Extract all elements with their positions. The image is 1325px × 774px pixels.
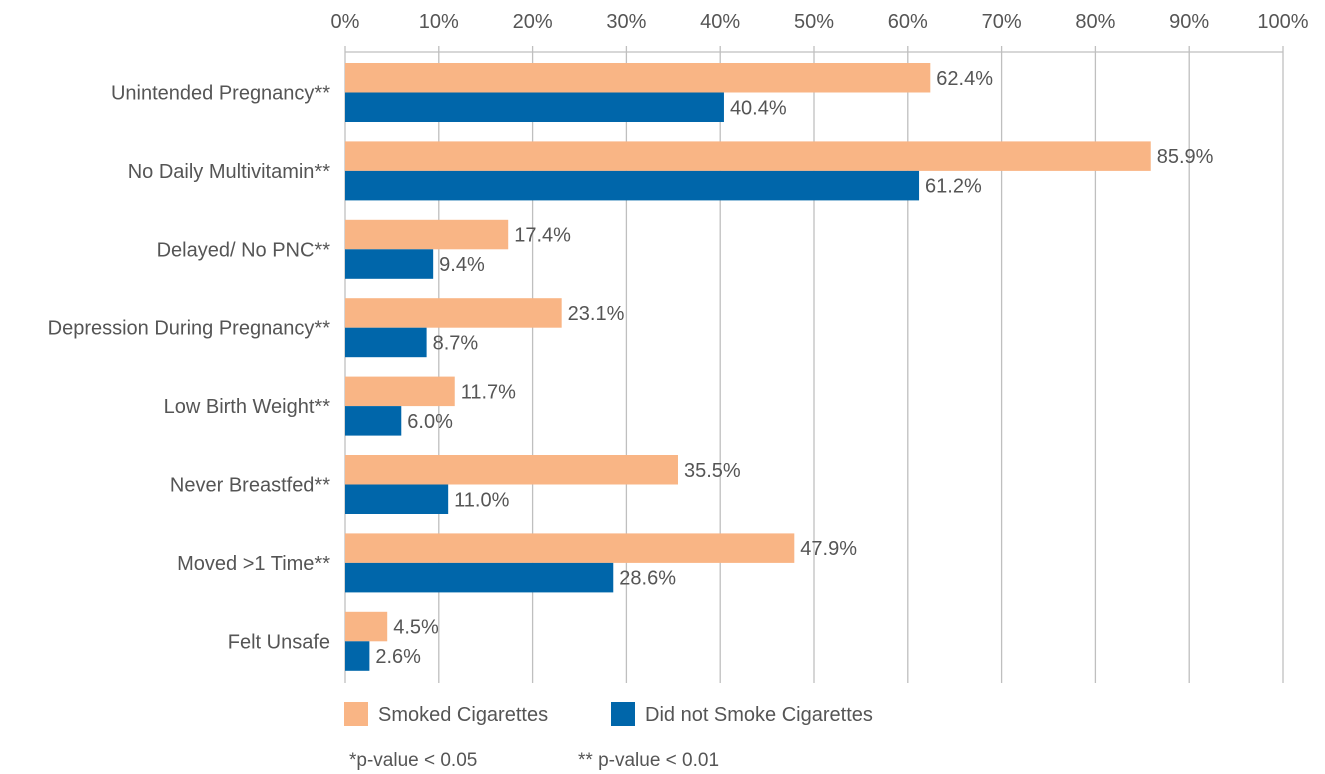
bar: [345, 484, 449, 514]
category-label: No Daily Multivitamin**: [128, 161, 330, 183]
legend-swatch: [611, 702, 635, 726]
category-label: Unintended Pregnancy**: [111, 83, 330, 105]
bars: [345, 63, 1151, 671]
data-label: 9.4%: [439, 254, 485, 276]
data-label: 35.5%: [684, 460, 741, 482]
category-label: Felt Unsafe: [228, 631, 330, 653]
bar: [345, 611, 388, 642]
data-label: 2.6%: [375, 646, 421, 668]
data-label: 6.0%: [407, 411, 453, 433]
data-label: 4.5%: [393, 617, 439, 639]
data-label: 23.1%: [568, 303, 625, 325]
bar: [345, 327, 427, 358]
data-label: 40.4%: [730, 97, 787, 119]
data-label: 17.4%: [514, 225, 571, 247]
legend: Smoked Cigarettes Did not Smoke Cigarette…: [344, 702, 873, 726]
data-label: 8.7%: [433, 332, 479, 354]
data-label: 85.9%: [1157, 146, 1214, 168]
data-label: 11.7%: [461, 381, 516, 403]
x-tick-label: 100%: [1257, 11, 1308, 33]
category-label: Depression During Pregnancy**: [48, 318, 331, 340]
category-label: Delayed/ No PNC**: [157, 239, 331, 261]
bar: [345, 63, 931, 93]
x-tick-label: 90%: [1169, 11, 1209, 33]
bar: [345, 298, 562, 328]
bar: [345, 92, 724, 122]
x-axis-ticks: 0% 10% 20% 30% 40% 50% 60% 70% 80% 90% 100%: [331, 11, 1309, 53]
bar: [345, 533, 795, 563]
x-tick-label: 50%: [794, 11, 834, 33]
legend-label: Did not Smoke Cigarettes: [645, 704, 873, 726]
bar: [345, 141, 1151, 171]
bar: [345, 641, 370, 671]
data-label: 62.4%: [936, 68, 993, 90]
data-labels: 62.4% 40.4% 85.9% 61.2% 17.4% 9.4% 23.1% 8.7% 11…: [375, 68, 1213, 668]
category-label: Moved >1 Time**: [177, 553, 330, 575]
bar: [345, 376, 455, 407]
bar: [345, 455, 678, 485]
data-label: 47.9%: [800, 538, 857, 560]
x-tick-label: 0%: [331, 11, 360, 33]
category-labels: Unintended Pregnancy** No Daily Multivita…: [48, 83, 331, 654]
bar: [345, 249, 434, 279]
data-label: 61.2%: [925, 176, 982, 198]
category-label: Low Birth Weight**: [164, 396, 331, 418]
x-tick-label: 60%: [888, 11, 928, 33]
x-tick-label: 70%: [982, 11, 1022, 33]
data-label: 28.6%: [619, 568, 676, 590]
legend-label: Smoked Cigarettes: [378, 704, 548, 726]
x-tick-label: 80%: [1075, 11, 1115, 33]
category-label: Never Breastfed**: [170, 475, 330, 497]
x-tick-label: 40%: [700, 11, 740, 33]
bar: [345, 170, 920, 201]
bar: [345, 406, 402, 436]
x-tick-label: 30%: [606, 11, 646, 33]
footnote-p01: ** p-value < 0.01: [578, 750, 720, 771]
x-tick-label: 20%: [513, 11, 553, 33]
data-label: 11.0%: [454, 489, 509, 511]
bar: [345, 562, 614, 593]
x-tick-label: 10%: [419, 11, 459, 33]
legend-swatch: [344, 702, 368, 726]
footnote-p05: *p-value < 0.05: [349, 750, 478, 771]
bar: [345, 219, 509, 250]
